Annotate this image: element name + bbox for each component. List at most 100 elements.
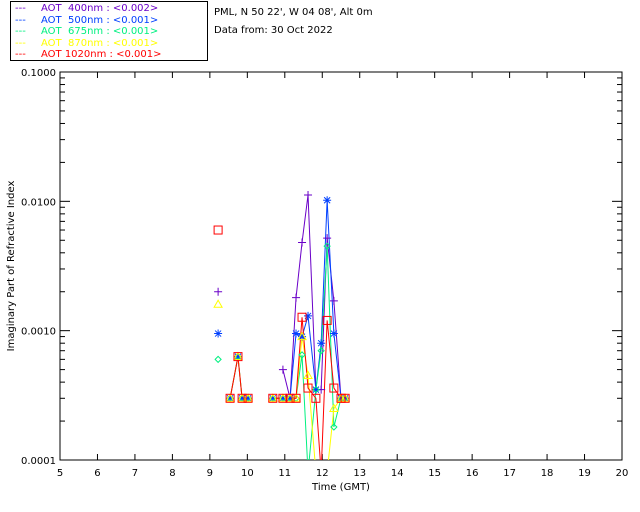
legend-item: --- AOT 675nm : <0.001> xyxy=(15,26,158,38)
asterisk-mark xyxy=(238,394,247,403)
asterisk-mark xyxy=(298,332,307,341)
data-point-diamond xyxy=(323,242,331,250)
diamond-mark xyxy=(323,242,331,250)
plus-mark xyxy=(329,296,338,305)
x-tick-label: 6 xyxy=(94,468,100,479)
square-mark xyxy=(268,393,278,403)
data-point-asterisk xyxy=(329,329,338,338)
data-point-square xyxy=(237,393,247,403)
square-mark xyxy=(233,352,243,362)
square-mark xyxy=(285,393,295,403)
asterisk-mark xyxy=(329,329,338,338)
square-mark xyxy=(291,393,301,403)
station-info: PML, N 50 22', W 04 08', Alt 0m xyxy=(214,7,373,18)
asterisk-mark xyxy=(323,196,332,205)
x-tick-label: 5 xyxy=(57,468,63,479)
data-point-asterisk xyxy=(298,332,307,341)
x-tick-label: 13 xyxy=(353,468,366,479)
plus-mark xyxy=(292,293,301,302)
legend-line-swatch: --- xyxy=(15,14,26,26)
series-line-2 xyxy=(272,246,346,460)
data-point-square xyxy=(213,225,223,235)
y-tick-label: 0.0001 xyxy=(21,456,56,467)
x-tick-label: 11 xyxy=(278,468,291,479)
plus-mark xyxy=(298,238,307,247)
data-point-square xyxy=(233,352,243,362)
data-point-plus xyxy=(323,234,332,243)
x-tick-label: 17 xyxy=(503,468,516,479)
data-point-diamond xyxy=(312,385,320,394)
series-line-2 xyxy=(229,356,249,399)
legend-label: AOT 1020nm : <0.001> xyxy=(41,49,162,60)
data-point-diamond xyxy=(330,423,338,431)
x-axis-label: Time (GMT) xyxy=(311,482,370,493)
x-tick-label: 12 xyxy=(316,468,329,479)
data-point-asterisk xyxy=(286,394,295,403)
data-point-diamond xyxy=(214,355,222,364)
data-point-asterisk xyxy=(226,394,235,403)
diamond-mark xyxy=(317,346,325,355)
data-point-square xyxy=(340,393,350,403)
data-point-square xyxy=(278,393,288,403)
data-point-diamond xyxy=(298,351,306,359)
date-info: Data from: 30 Oct 2022 xyxy=(214,25,333,36)
x-tick-label: 20 xyxy=(616,468,629,479)
series-line-3 xyxy=(229,356,249,399)
diamond-mark xyxy=(330,423,338,431)
data-point-plus xyxy=(292,293,301,302)
data-point-asterisk xyxy=(268,394,277,403)
asterisk-mark xyxy=(317,339,326,348)
series-line-4 xyxy=(229,356,249,399)
x-tick-label: 8 xyxy=(169,468,175,479)
plus-mark xyxy=(278,365,287,374)
data-point-asterisk xyxy=(304,311,313,320)
data-point-plus xyxy=(278,365,287,374)
data-point-triangle xyxy=(267,393,278,402)
triangle-mark xyxy=(213,299,223,308)
data-point-square xyxy=(243,393,253,403)
x-tick-label: 7 xyxy=(132,468,138,479)
square-mark xyxy=(340,393,350,403)
data-point-asterisk xyxy=(323,196,332,205)
legend-item: --- AOT 500nm : <0.001> xyxy=(15,15,158,27)
x-tick-label: 10 xyxy=(241,468,254,479)
triangle-mark xyxy=(225,393,235,402)
data-point-plus xyxy=(214,287,223,296)
legend-line-swatch: --- xyxy=(15,3,26,14)
triangle-mark xyxy=(267,393,278,402)
square-mark xyxy=(311,393,321,403)
square-mark xyxy=(225,393,235,403)
legend-label: AOT 400nm : <0.002> xyxy=(41,3,159,14)
asterisk-mark xyxy=(278,394,287,403)
legend-line-swatch: --- xyxy=(15,37,26,49)
plus-mark xyxy=(304,190,313,199)
x-tick-label: 16 xyxy=(466,468,479,479)
data-point-square xyxy=(225,393,235,403)
data-point-triangle xyxy=(225,393,235,402)
y-tick-label: 0.1000 xyxy=(21,68,56,79)
x-tick-label: 18 xyxy=(541,468,554,479)
data-point-square xyxy=(329,383,339,393)
square-mark xyxy=(303,383,313,393)
triangle-mark xyxy=(303,370,313,380)
square-mark xyxy=(278,393,288,403)
asterisk-mark xyxy=(304,311,313,320)
data-point-triangle xyxy=(278,393,288,402)
diamond-mark xyxy=(298,351,306,359)
legend-label: AOT 500nm : <0.001> xyxy=(41,14,159,26)
square-mark xyxy=(213,225,223,235)
series-line-1 xyxy=(229,356,249,399)
square-mark xyxy=(237,393,247,403)
data-point-plus xyxy=(304,190,313,199)
x-tick-label: 14 xyxy=(391,468,404,479)
asterisk-mark xyxy=(286,394,295,403)
plus-mark xyxy=(323,234,332,243)
asterisk-mark xyxy=(214,329,223,338)
legend-line-swatch: --- xyxy=(15,49,26,60)
data-point-plus xyxy=(329,296,338,305)
data-point-asterisk xyxy=(311,385,320,394)
data-point-plus xyxy=(298,238,307,247)
diamond-mark xyxy=(312,385,320,394)
data-point-asterisk xyxy=(233,352,242,361)
square-mark xyxy=(243,393,253,403)
